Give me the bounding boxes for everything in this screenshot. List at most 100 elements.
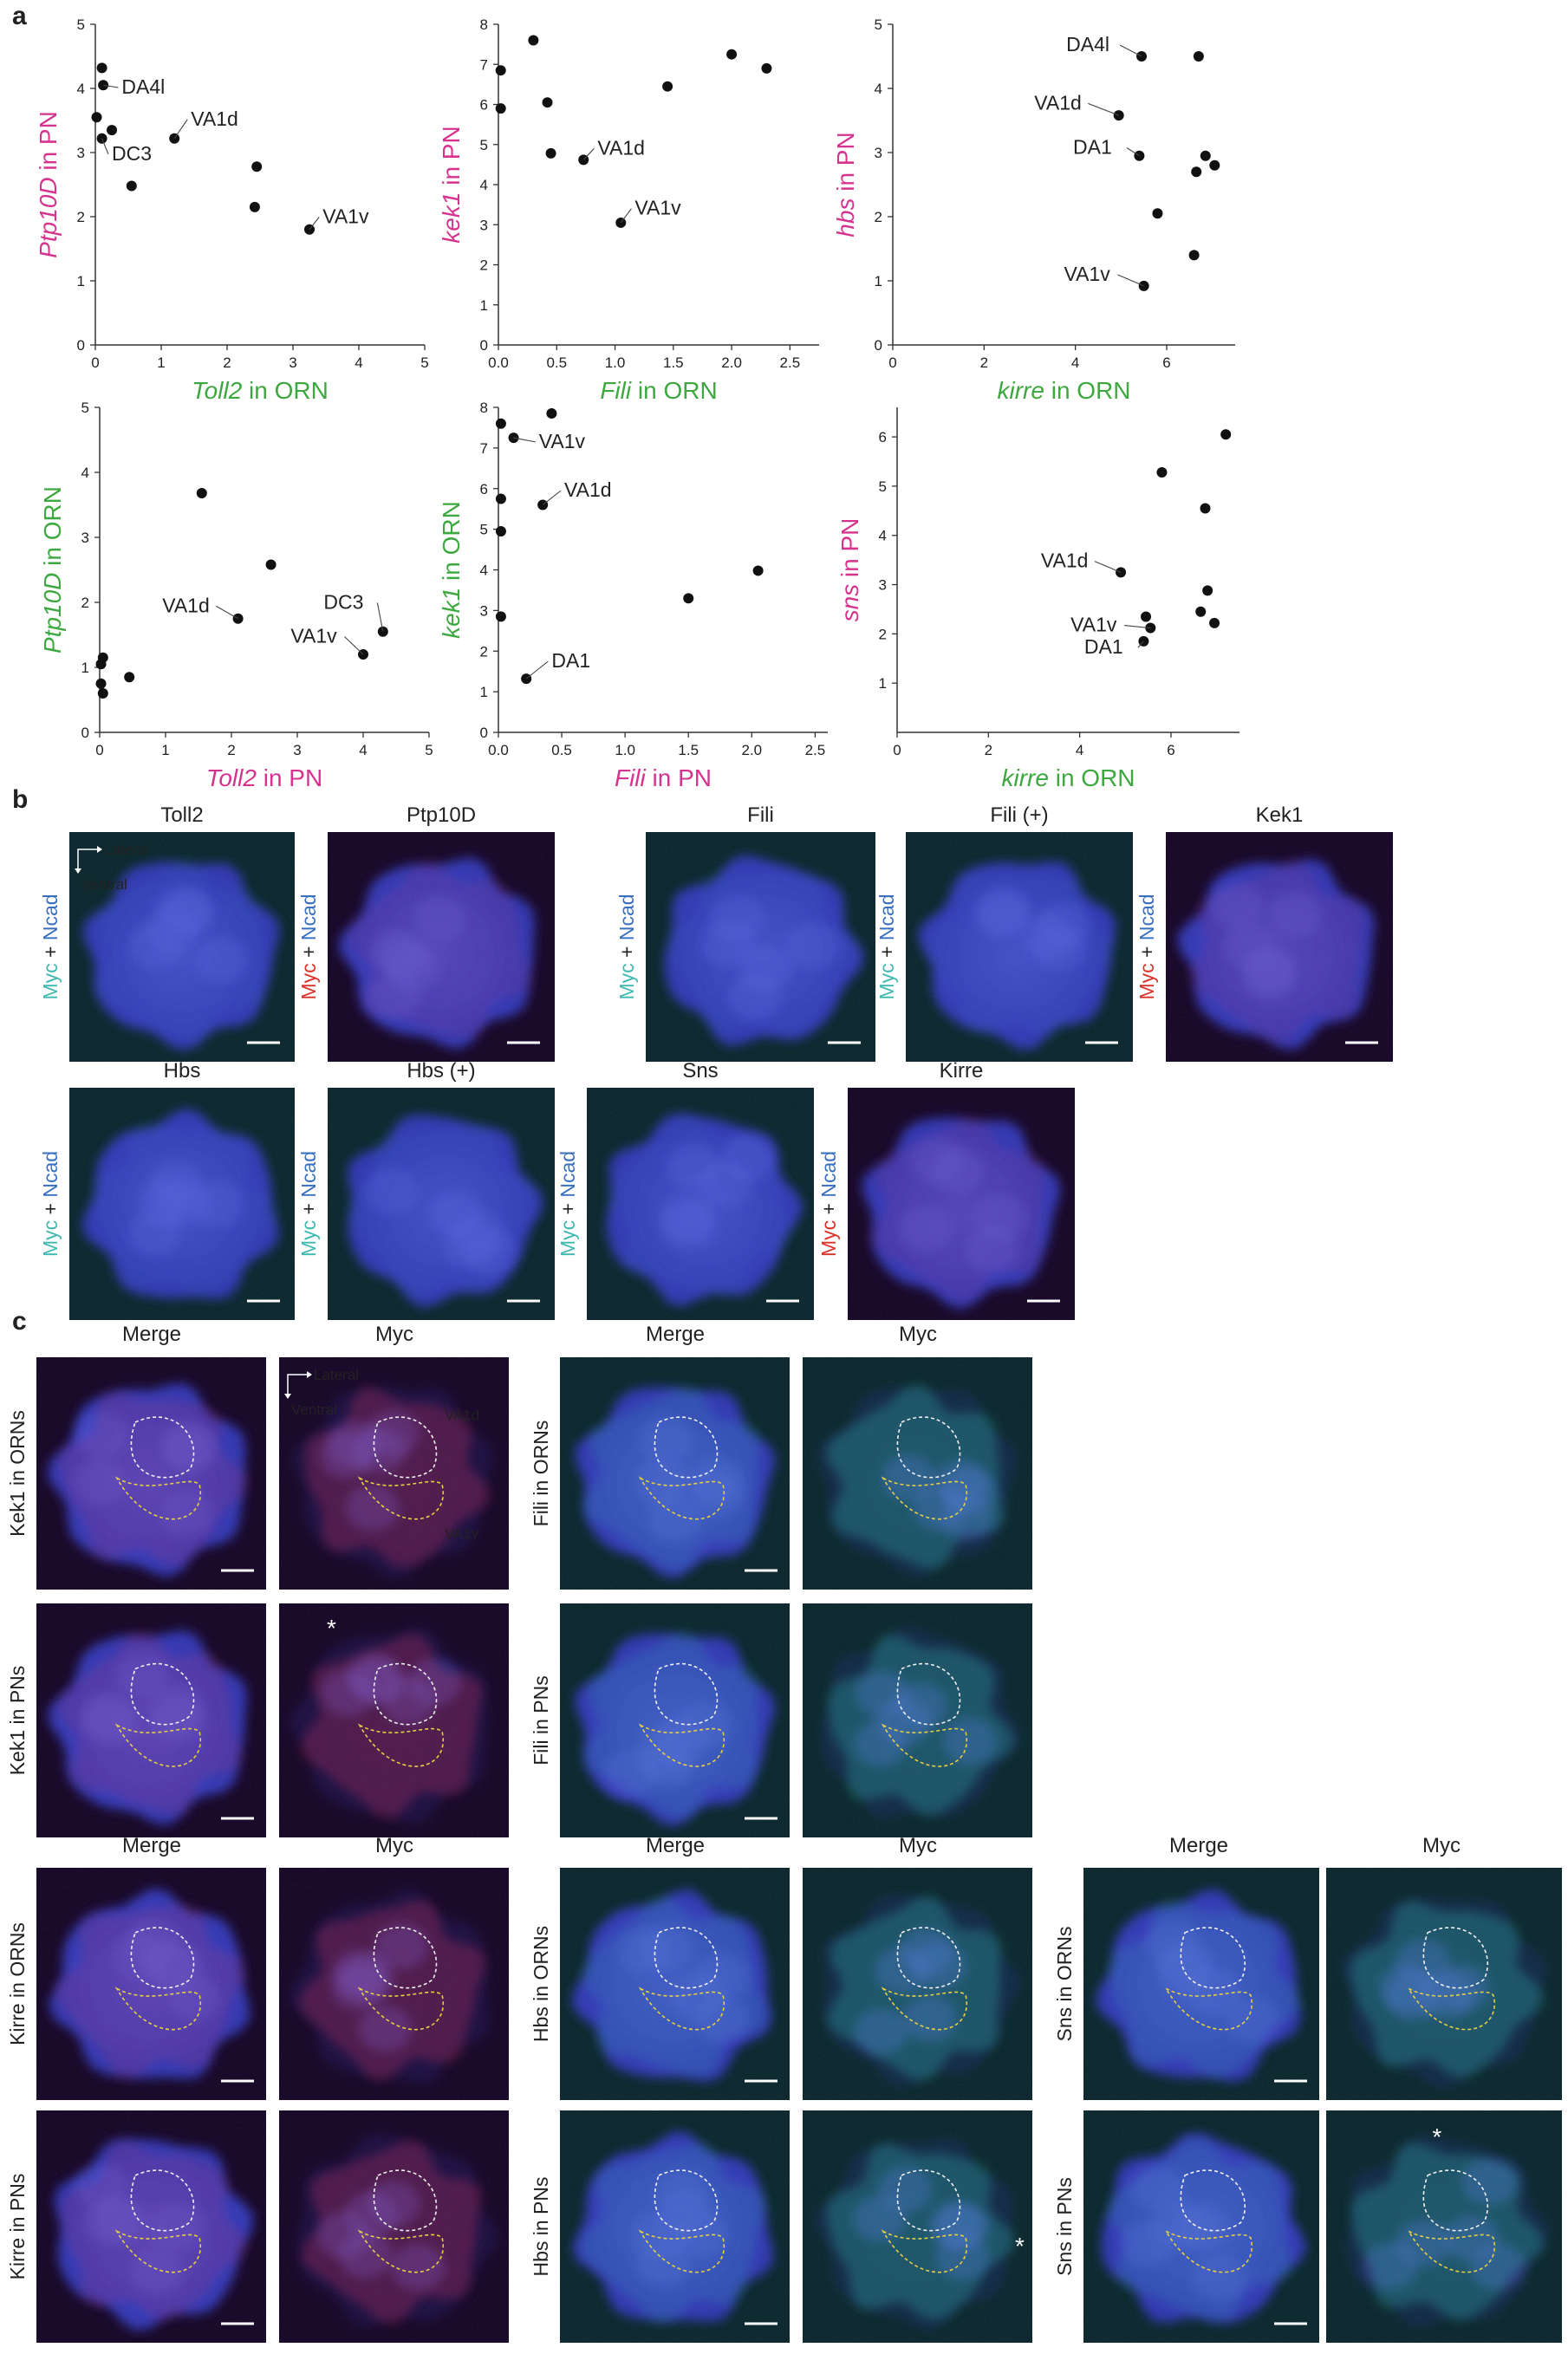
micrograph-image [1326,1868,1562,2100]
va1v-outline [881,2229,968,2273]
label-leader-line [620,208,632,224]
x-tick-label: 1.5 [663,354,684,371]
label-leader-line [1117,274,1144,287]
y-axis-suffix: in PN [836,518,863,584]
micrograph-image [328,1088,555,1320]
micrograph-image [560,1357,790,1590]
image-title: Fili (+) [990,803,1048,827]
micrograph-image [646,832,875,1062]
va1d-label: VA1d [445,1407,479,1423]
y-tick-label: 7 [480,56,488,73]
data-point [545,147,556,159]
orientation-ventral-label: Ventral [81,876,127,893]
image-noise [560,2110,790,2343]
image-noise [803,2110,1032,2343]
row-label: Hbs in PNs [530,2176,552,2276]
x-axis-gene: kirre [1001,764,1048,791]
va1d-outline [896,1927,961,1989]
scatter-plot-toll2-pn-ptp10d-orn: 0 1 2 3 4 5 0 1 2 3 4 5 Toll2 in PN Ptp10D in ORN VA1d… [39,400,433,791]
x-axis-suffix: in ORN [1049,764,1135,791]
glomerulus-label: DA1 [1084,635,1123,658]
x-tick-label: 1.5 [678,742,699,758]
data-point [107,125,117,136]
myc-channel-label: Myc [39,963,62,999]
va1v-outline [881,1987,968,2031]
data-point [1209,617,1220,628]
va1v-outline [1407,2229,1496,2273]
micrograph-image [328,832,555,1062]
plus-sign: + [615,940,638,963]
x-tick-label: 0.5 [551,742,572,758]
glomerulus-label: VA1v [1070,614,1117,636]
image-noise [328,1088,555,1320]
panel-c-header-1: Merge Myc [646,1323,937,1346]
channel-label: Myc + Ncad [556,1151,579,1257]
va1v-outline [638,1987,725,2031]
va1v-outline [1164,1987,1253,2031]
x-tick-label: 2 [227,742,235,758]
data-point [495,65,506,76]
glomerulus-label: VA1v [322,205,369,227]
y-tick-label: 5 [480,137,488,153]
arrowhead-ventral [75,868,81,874]
plus-sign: + [39,940,62,963]
myc-channel-label: Myc [615,963,638,999]
x-axis-label: Toll2 in PN [206,764,322,791]
va1d-outline [373,1416,438,1479]
x-tick-label: 2.5 [805,742,826,758]
y-axis-suffix: in PN [832,132,859,198]
y-tick-label: 1 [875,273,882,289]
image-title: Toll2 [160,803,203,827]
va1d-outline [654,1416,719,1479]
data-point [726,49,738,60]
image-noise [1083,1868,1319,2100]
micrograph-image [36,1357,266,1590]
orientation-arrow [287,1374,307,1394]
merge-header: Merge [1169,1834,1228,1857]
ncad-channel-label: Ncad [615,894,638,940]
panel-b-image-2: Fili Myc + Ncad [615,803,875,1062]
va1v-outline [881,1723,968,1767]
image-title: Hbs (+) [407,1059,475,1083]
orientation-lateral-label: Lateral [314,1367,359,1383]
channel-label: Myc + Ncad [297,1151,320,1257]
micrograph-image [803,1603,1032,1837]
x-tick-label: 0 [888,354,896,371]
va1v-outline [1407,1987,1496,2031]
data-point [495,103,506,114]
label-leader-line [1126,147,1140,157]
panel-letter-c: c [12,1307,27,1336]
va1v-outline [357,1723,445,1767]
panel-b-image-7: Sns Myc + Ncad [556,1059,814,1320]
y-tick-label: 3 [875,145,882,161]
micrograph-image [1083,1868,1319,2100]
scatter-plot-fili-pn-kek1-orn: 0.0 0.5 1.0 1.5 2.0 2.5 0 1 2 3 4 5 6 7 8 Fili in PN kek… [438,400,828,791]
va1v-outline [1164,2229,1253,2273]
va1d-outline [373,2169,438,2232]
image-noise [906,832,1133,1062]
glomerulus-label: VA1v [290,625,337,647]
micrograph-image [36,2110,266,2343]
panel-b-image-1: Ptp10D Myc + Ncad [297,803,555,1062]
image-noise [560,1357,790,1590]
data-point [1209,159,1220,171]
glomerulus-label: VA1d [191,107,238,130]
micrograph-image [803,1868,1032,2100]
va1d-outline [1180,1927,1246,1989]
x-tick-label: 0 [95,742,103,758]
image-noise [587,1088,814,1320]
plus-sign: + [817,1198,840,1220]
x-axis-suffix: in PN [646,764,712,791]
image-noise [560,1603,790,1837]
x-axis-label: kirre in ORN [997,377,1130,404]
image-noise [36,1357,266,1590]
y-tick-label: 2 [879,626,887,642]
va1d-outline [1180,2169,1246,2232]
micrograph-image [560,1868,790,2100]
y-axis-suffix: in ORN [438,501,465,588]
image-noise [36,1603,266,1837]
myc-header: Myc [899,1323,937,1346]
y-tick-label: 2 [480,643,488,660]
label-leader-line [1137,641,1144,648]
